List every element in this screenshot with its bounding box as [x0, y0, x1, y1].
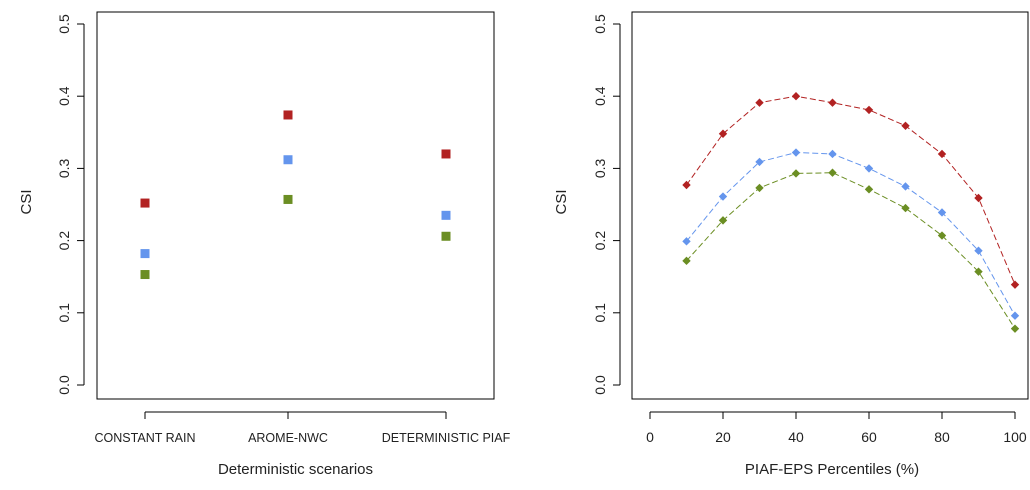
data-point — [682, 256, 691, 266]
data-point — [1010, 311, 1020, 320]
data-point — [755, 98, 764, 107]
data-point — [140, 270, 150, 280]
data-point — [682, 180, 691, 190]
data-point — [140, 198, 150, 208]
plot-frame — [631, 11, 1029, 400]
y-tick-label: 0.2 — [56, 231, 72, 251]
plot-frame — [96, 11, 495, 400]
data-point — [718, 216, 728, 225]
data-point — [937, 208, 947, 217]
data-point — [937, 149, 947, 159]
data-point — [283, 194, 293, 204]
data-point — [901, 182, 910, 191]
data-point — [441, 149, 451, 159]
data-point — [828, 98, 837, 107]
left-panel-deterministic: Deterministic scenarios CSI 0.0 0.1 0.2 0.3… — [18, 11, 511, 478]
y-tick-label: 0.0 — [592, 375, 608, 395]
x-category-label: DETERMINISTIC PIAF — [382, 431, 511, 445]
y-tick-label: 0.5 — [592, 14, 608, 34]
data-point — [901, 121, 910, 131]
x-tick-label: 0 — [646, 429, 654, 445]
y-tick-label: 0.0 — [56, 375, 72, 395]
data-point — [791, 92, 801, 101]
data-point — [974, 246, 983, 255]
y-tick-label: 0.4 — [592, 86, 608, 106]
y-tick-label: 0.3 — [592, 158, 608, 178]
data-point — [1010, 280, 1020, 289]
y-tick-label: 0.3 — [56, 158, 72, 178]
data-point — [755, 183, 764, 193]
series-line — [686, 152, 1016, 316]
x-tick-label: 60 — [861, 429, 877, 445]
x-tick-label: 20 — [715, 429, 731, 445]
data-point — [791, 148, 801, 157]
data-point — [718, 192, 728, 201]
y-tick-label: 0.4 — [56, 86, 72, 106]
y-tick-label: 0.1 — [56, 303, 72, 323]
data-point — [828, 149, 837, 159]
data-point — [755, 157, 764, 167]
data-point — [1010, 324, 1020, 333]
data-point — [864, 185, 874, 194]
data-point — [441, 231, 451, 241]
data-point — [283, 155, 293, 165]
series-line — [686, 95, 1016, 285]
series-line — [686, 172, 1016, 329]
x-axis-title: PIAF-EPS Percentiles (%) — [745, 461, 919, 478]
x-tick-label: 80 — [934, 429, 950, 445]
y-axis-title: CSI — [18, 189, 35, 214]
data-point — [140, 249, 150, 259]
x-tick-label: 100 — [1003, 429, 1027, 445]
x-axis-title: Deterministic scenarios — [218, 461, 373, 478]
data-point — [441, 210, 451, 220]
x-tick-label: 40 — [788, 429, 804, 445]
data-point — [682, 237, 691, 246]
data-point — [974, 193, 983, 203]
y-tick-label: 0.1 — [592, 303, 608, 323]
data-point — [864, 164, 874, 173]
data-point — [901, 203, 910, 213]
y-tick-label: 0.5 — [56, 14, 72, 34]
data-point — [864, 105, 874, 115]
y-tick-label: 0.2 — [592, 231, 608, 251]
data-point — [283, 110, 293, 120]
data-point — [974, 267, 983, 276]
data-point — [937, 231, 947, 240]
x-category-label: CONSTANT RAIN — [95, 431, 196, 445]
y-axis-title: CSI — [553, 189, 570, 214]
x-category-label: AROME-NWC — [248, 431, 328, 445]
data-point — [791, 169, 801, 178]
right-panel-percentiles: PIAF-EPS Percentiles (%) CSI 0.0 0.1 0.2 0.… — [553, 11, 1029, 478]
data-point — [718, 129, 728, 138]
data-point — [828, 168, 837, 177]
